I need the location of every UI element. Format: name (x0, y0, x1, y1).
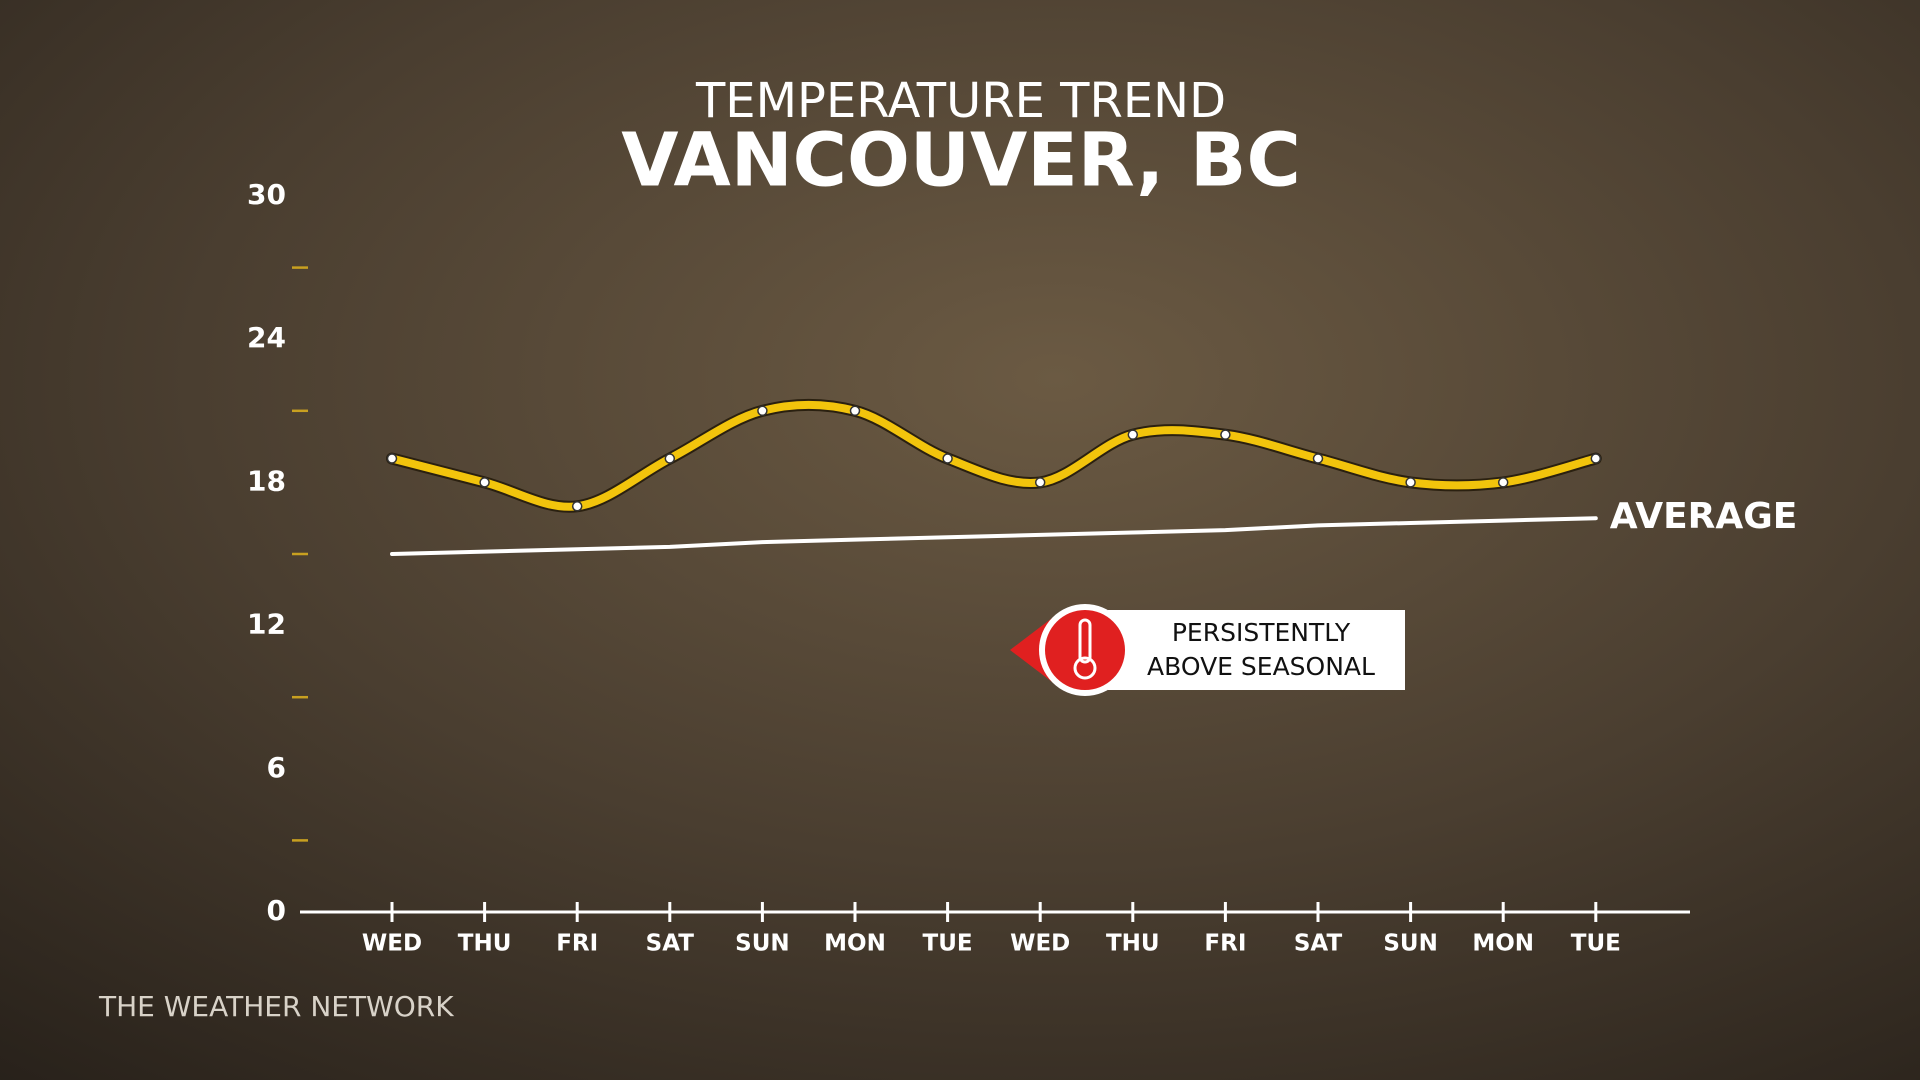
point (1312, 453, 1324, 464)
point (942, 453, 953, 464)
annotation: ABOVE SEASONAL (1147, 652, 1375, 681)
point (1127, 429, 1139, 440)
x-tick-label: THU (458, 931, 512, 957)
callout-icon (1045, 610, 1125, 690)
point (1034, 477, 1046, 488)
callout: PERSISTENTLY ABOVE SEASONAL (1010, 604, 1405, 696)
point (849, 405, 861, 417)
y-tick-label: 30 (247, 178, 286, 211)
source: THE WEATHER NETWORK (98, 990, 454, 1023)
annotation: PERSISTENTLY (1172, 618, 1351, 647)
x-tick-label: SAT (1294, 931, 1343, 957)
x-tick-label: SUN (1383, 931, 1438, 957)
point (1220, 429, 1231, 440)
point (1405, 477, 1416, 488)
point (757, 405, 768, 417)
y-tick-label: 0 (267, 894, 286, 927)
point (479, 477, 490, 488)
point (1497, 477, 1509, 488)
x-tick-label: WED (362, 931, 422, 957)
x-tick-label: MON (824, 931, 886, 957)
x-tick-label: FRI (556, 931, 598, 957)
y-tick-label: 24 (247, 321, 286, 354)
x-tick-label: MON (1472, 931, 1534, 957)
x-tick-label: SUN (735, 931, 790, 957)
x-tick-label: TUE (1571, 931, 1621, 957)
x-tick-label: WED (1010, 931, 1070, 957)
thermometer-bulb (1073, 656, 1097, 680)
y-tick-label: 12 (247, 608, 286, 641)
thermometer (1078, 618, 1092, 664)
y-tick-label: 18 (247, 464, 286, 497)
x-tick-label: SAT (646, 931, 695, 957)
x-tick-label: THU (1106, 931, 1160, 957)
average-line (390, 516, 1598, 556)
point (664, 453, 676, 464)
point (386, 453, 398, 464)
x-tick-label: TUE (923, 931, 973, 957)
temperature-line (388, 400, 1600, 511)
chart-subtitle: VANCOUVER, BC (621, 118, 1301, 204)
callout-box (1108, 610, 1405, 690)
point (1590, 453, 1602, 464)
point (571, 501, 583, 512)
y-tick-label: 6 (267, 751, 286, 784)
x-tick-label: FRI (1204, 931, 1246, 957)
legend-label: AVERAGE (1610, 496, 1798, 537)
chart-title: TEMPERATURE TREND (695, 73, 1226, 129)
